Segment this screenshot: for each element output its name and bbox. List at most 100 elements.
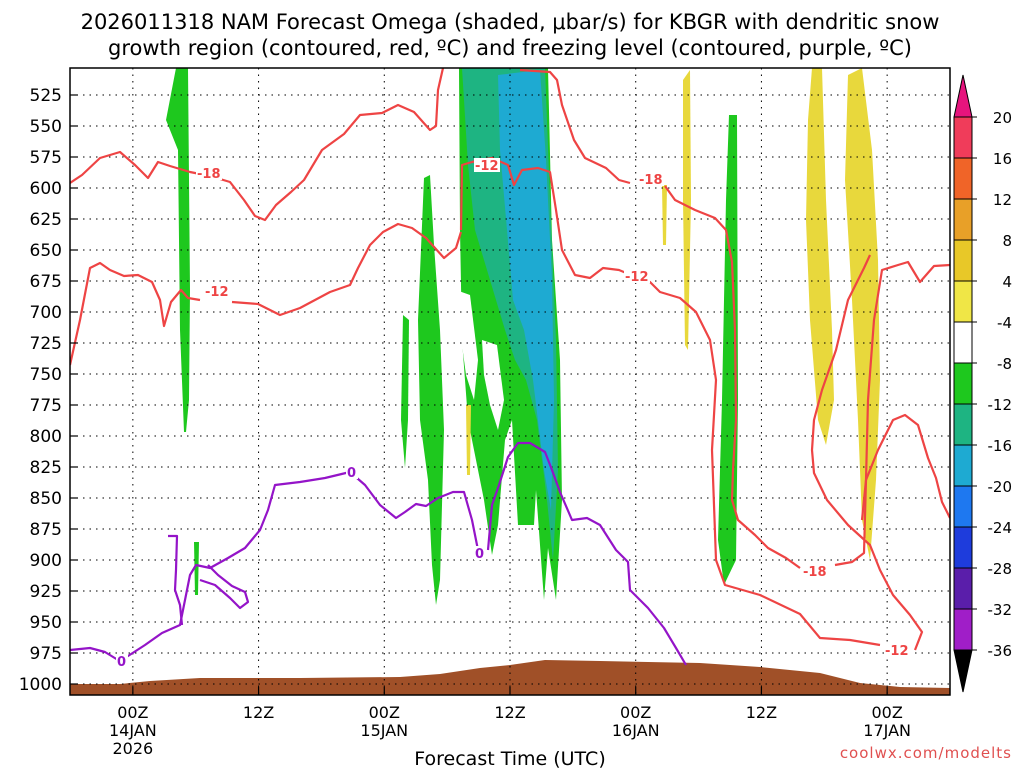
x-tick-label: 12Z bbox=[494, 703, 525, 722]
watermark: coolwx.com/modelts bbox=[840, 744, 1012, 762]
x-tick-label: 12Z bbox=[746, 703, 777, 722]
freezing-level-contours bbox=[70, 441, 687, 666]
y-tick-label: 900 bbox=[30, 551, 62, 571]
contour-minus18-14jan bbox=[70, 68, 445, 222]
y-tick-label: 600 bbox=[30, 179, 62, 199]
colorbar-segment bbox=[953, 239, 973, 282]
contour-label-zero: 0 bbox=[475, 547, 484, 562]
colorbar-bottom-arrow bbox=[953, 649, 973, 693]
colorbar-segment bbox=[953, 157, 973, 200]
colorbar-segment bbox=[953, 280, 973, 323]
x-tick-label: 12Z bbox=[243, 703, 274, 722]
x-tick-label: 00Z bbox=[620, 703, 651, 722]
freezing-level-main bbox=[70, 470, 480, 662]
contour-label-zero: 0 bbox=[347, 466, 356, 481]
x-tick-date-label: 16JAN bbox=[612, 721, 660, 740]
x-axis-title: Forecast Time (UTC) bbox=[414, 748, 605, 768]
contour-minus12-15jan bbox=[231, 222, 463, 317]
freezing-level-mid bbox=[486, 441, 687, 666]
y-tick-label: 825 bbox=[30, 458, 62, 478]
contour-label-minus18: -18 bbox=[639, 173, 663, 188]
y-tick-label: 775 bbox=[30, 396, 62, 416]
y-tick-label: 750 bbox=[30, 365, 62, 385]
contour-minus12-17jan bbox=[810, 254, 924, 651]
y-tick-label: 875 bbox=[30, 520, 62, 540]
terrain-fill bbox=[70, 660, 950, 695]
chart-title-line2: growth region (contoured, red, ºC) and f… bbox=[108, 36, 912, 60]
y-tick-label: 675 bbox=[30, 272, 62, 292]
dgz-contours bbox=[70, 68, 950, 651]
x-tick-label: 00Z bbox=[369, 703, 400, 722]
contour-label-zero: 0 bbox=[117, 655, 126, 670]
x-tick-label: 00Z bbox=[117, 703, 148, 722]
colorbar-segment bbox=[953, 567, 973, 610]
colorbar-segment bbox=[953, 403, 973, 446]
contour-label-minus18: -18 bbox=[803, 565, 827, 580]
omega-green-region-15jan-center bbox=[418, 175, 444, 605]
colorbar-label: 12 bbox=[993, 191, 1012, 209]
omega-yellow-sliver-15jan bbox=[466, 405, 471, 475]
colorbar-segment bbox=[953, 526, 973, 569]
contour-minus12-17jan-lobe bbox=[860, 413, 950, 521]
y-tick-label: 975 bbox=[30, 644, 62, 664]
y-axis: 525 550 575 600 625 650 675 700 725 750 775 800 825 8… bbox=[19, 86, 78, 695]
contour-label-minus12: -12 bbox=[205, 285, 229, 300]
colorbar-label: -20 bbox=[988, 478, 1013, 496]
contour-minus12-14jan bbox=[70, 261, 201, 366]
y-tick-label: 800 bbox=[30, 427, 62, 447]
omega-shading bbox=[166, 68, 880, 605]
omega-green-band-14jan-low bbox=[194, 542, 199, 595]
colorbar-label: -36 bbox=[988, 642, 1013, 660]
omega-green-region-15jan-west bbox=[401, 315, 409, 468]
y-tick-label: 925 bbox=[30, 582, 62, 602]
contour-minus12-16jan bbox=[630, 276, 881, 647]
x-tick-date-label: 17JAN bbox=[863, 721, 911, 740]
colorbar-label: 16 bbox=[993, 150, 1012, 168]
colorbar-segment bbox=[953, 444, 973, 487]
contour-label-group: -18 -12 -12 -18 -12 -18 -12 0 0 0 bbox=[116, 158, 912, 670]
x-tick-date-label: 14JAN bbox=[109, 721, 157, 740]
colorbar-label: -8 bbox=[997, 355, 1012, 373]
contour-minus18-15jan bbox=[519, 68, 631, 185]
colorbar-label: -32 bbox=[988, 601, 1013, 619]
colorbar-label: -24 bbox=[988, 519, 1013, 537]
colorbar-segment bbox=[953, 485, 973, 528]
y-tick-label: 700 bbox=[30, 303, 62, 323]
y-tick-label: 625 bbox=[30, 210, 62, 230]
omega-yellow-band-17jan-2 bbox=[845, 68, 880, 560]
omega-green-band-14jan bbox=[166, 68, 190, 432]
colorbar-label: -4 bbox=[997, 314, 1012, 332]
omega-yellow-band-16jan-1 bbox=[662, 185, 667, 245]
y-tick-label: 1000 bbox=[19, 675, 62, 695]
y-tick-label: 575 bbox=[30, 148, 62, 168]
contour-label-minus12: -12 bbox=[885, 644, 909, 659]
colorbar-label: -12 bbox=[988, 396, 1013, 414]
y-tick-label: 525 bbox=[30, 86, 62, 106]
colorbar-label: 4 bbox=[1002, 273, 1012, 291]
contour-label-minus18: -18 bbox=[197, 167, 221, 182]
y-tick-label: 550 bbox=[30, 117, 62, 137]
x-tick-label: 00Z bbox=[871, 703, 902, 722]
y-tick-label: 950 bbox=[30, 613, 62, 633]
y-tick-label: 650 bbox=[30, 241, 62, 261]
colorbar-label: 8 bbox=[1002, 232, 1012, 250]
chart-title-line1: 2026011318 NAM Forecast Omega (shaded, μ… bbox=[81, 10, 940, 34]
x-tick-date-label: 15JAN bbox=[360, 721, 408, 740]
colorbar-segment bbox=[953, 116, 973, 159]
colorbar-label: -16 bbox=[988, 437, 1013, 455]
omega-white-gap-1 bbox=[456, 290, 478, 400]
omega-white-gap-2 bbox=[482, 340, 504, 430]
contour-label-minus12: -12 bbox=[625, 270, 649, 285]
colorbar-top-arrow bbox=[953, 74, 973, 118]
freezing-level-loop-1 bbox=[168, 534, 184, 626]
colorbar-segment bbox=[953, 608, 973, 651]
x-tick-year-label: 2026 bbox=[112, 739, 153, 758]
omega-yellow-band-16jan-2 bbox=[683, 70, 691, 350]
colorbar-segment bbox=[953, 321, 973, 364]
colorbar: 20 16 12 8 4 -4 -8 -12 -16 -20 -24 -28 -32 -36 bbox=[953, 74, 1013, 693]
contour-minus18-17jan bbox=[834, 260, 950, 567]
contour-label-minus12: -12 bbox=[475, 159, 499, 174]
freezing-level-loop-2 bbox=[199, 564, 250, 610]
